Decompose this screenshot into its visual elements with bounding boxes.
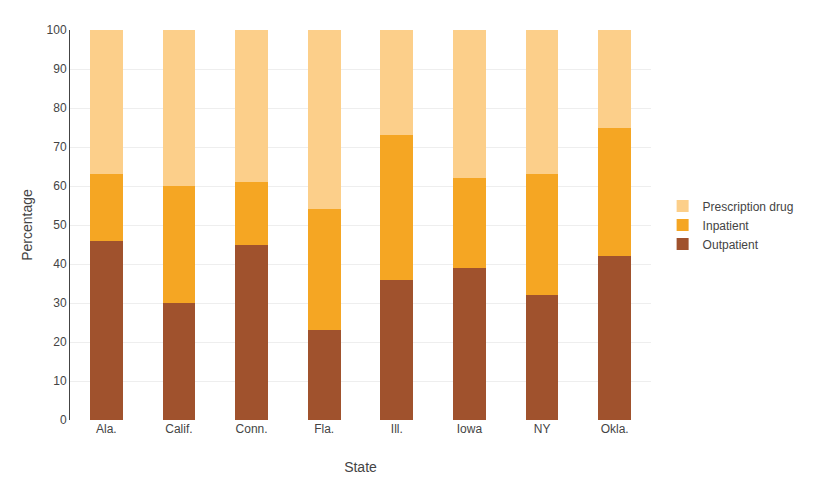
svg-text:Fla.: Fla. <box>314 422 334 436</box>
svg-text:Iowa: Iowa <box>457 422 483 436</box>
svg-text:10: 10 <box>53 374 67 388</box>
svg-text:80: 80 <box>53 101 67 115</box>
svg-text:Ill.: Ill. <box>391 422 403 436</box>
svg-text:20: 20 <box>53 335 67 349</box>
svg-text:Conn.: Conn. <box>236 422 268 436</box>
svg-text:40: 40 <box>53 257 67 271</box>
svg-text:60: 60 <box>53 179 67 193</box>
svg-text:100: 100 <box>47 23 67 37</box>
svg-text:NY: NY <box>534 422 551 436</box>
svg-text:Ala.: Ala. <box>96 422 117 436</box>
svg-text:Calif.: Calif. <box>165 422 192 436</box>
svg-text:Percentage: Percentage <box>19 189 35 261</box>
svg-text:90: 90 <box>53 62 67 76</box>
svg-text:State: State <box>344 459 377 475</box>
svg-text:Okla.: Okla. <box>601 422 629 436</box>
svg-text:Inpatient: Inpatient <box>703 219 750 233</box>
svg-text:Outpatient: Outpatient <box>703 238 759 252</box>
svg-text:0: 0 <box>60 413 67 427</box>
svg-text:50: 50 <box>53 218 67 232</box>
svg-text:Prescription drug: Prescription drug <box>703 200 794 214</box>
svg-text:30: 30 <box>53 296 67 310</box>
svg-text:70: 70 <box>53 140 67 154</box>
